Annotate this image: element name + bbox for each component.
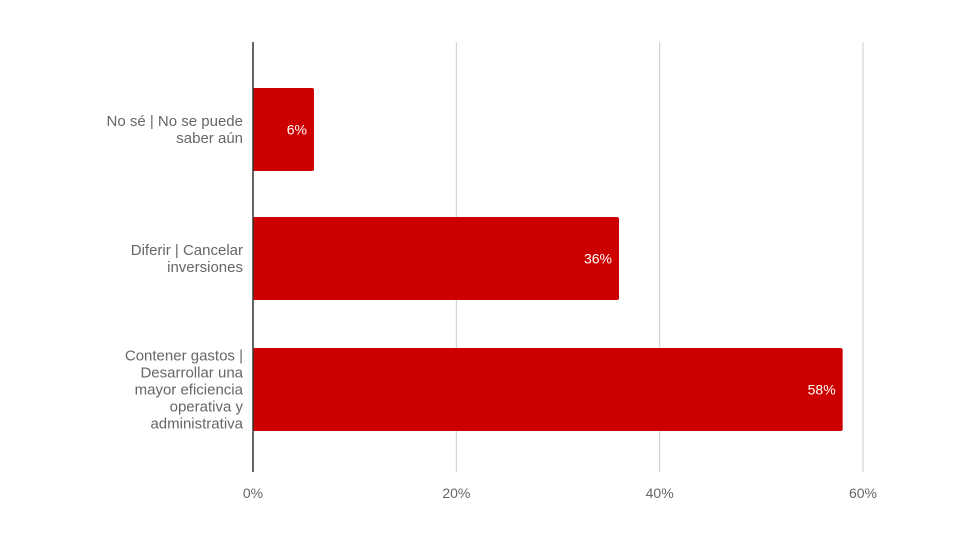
x-tick-label-60: 60% [849,485,877,501]
x-tick-label-20: 20% [442,485,470,501]
x-tick-label-0: 0% [243,485,263,501]
bar-1 [253,217,619,300]
bars: 6% 36% 58% [253,88,843,431]
category-label-1: Diferir | Cancelar inversiones [131,242,243,276]
category-labels: No sé | No se puede saber aún Diferir | Ca… [107,113,244,433]
x-tick-label-40: 40% [646,485,674,501]
bar-0 [253,88,314,171]
data-label-2: 58% [808,382,836,398]
data-label-1: 36% [584,251,612,267]
data-label-0: 6% [287,122,307,138]
category-label-0: No sé | No se puede saber aún [107,113,243,147]
category-label-2: Contener gastos | Desarrollar una mayor ef… [125,348,244,433]
x-axis-ticks: 0% 20% 40% 60% [243,485,877,501]
bar-2 [253,348,843,431]
